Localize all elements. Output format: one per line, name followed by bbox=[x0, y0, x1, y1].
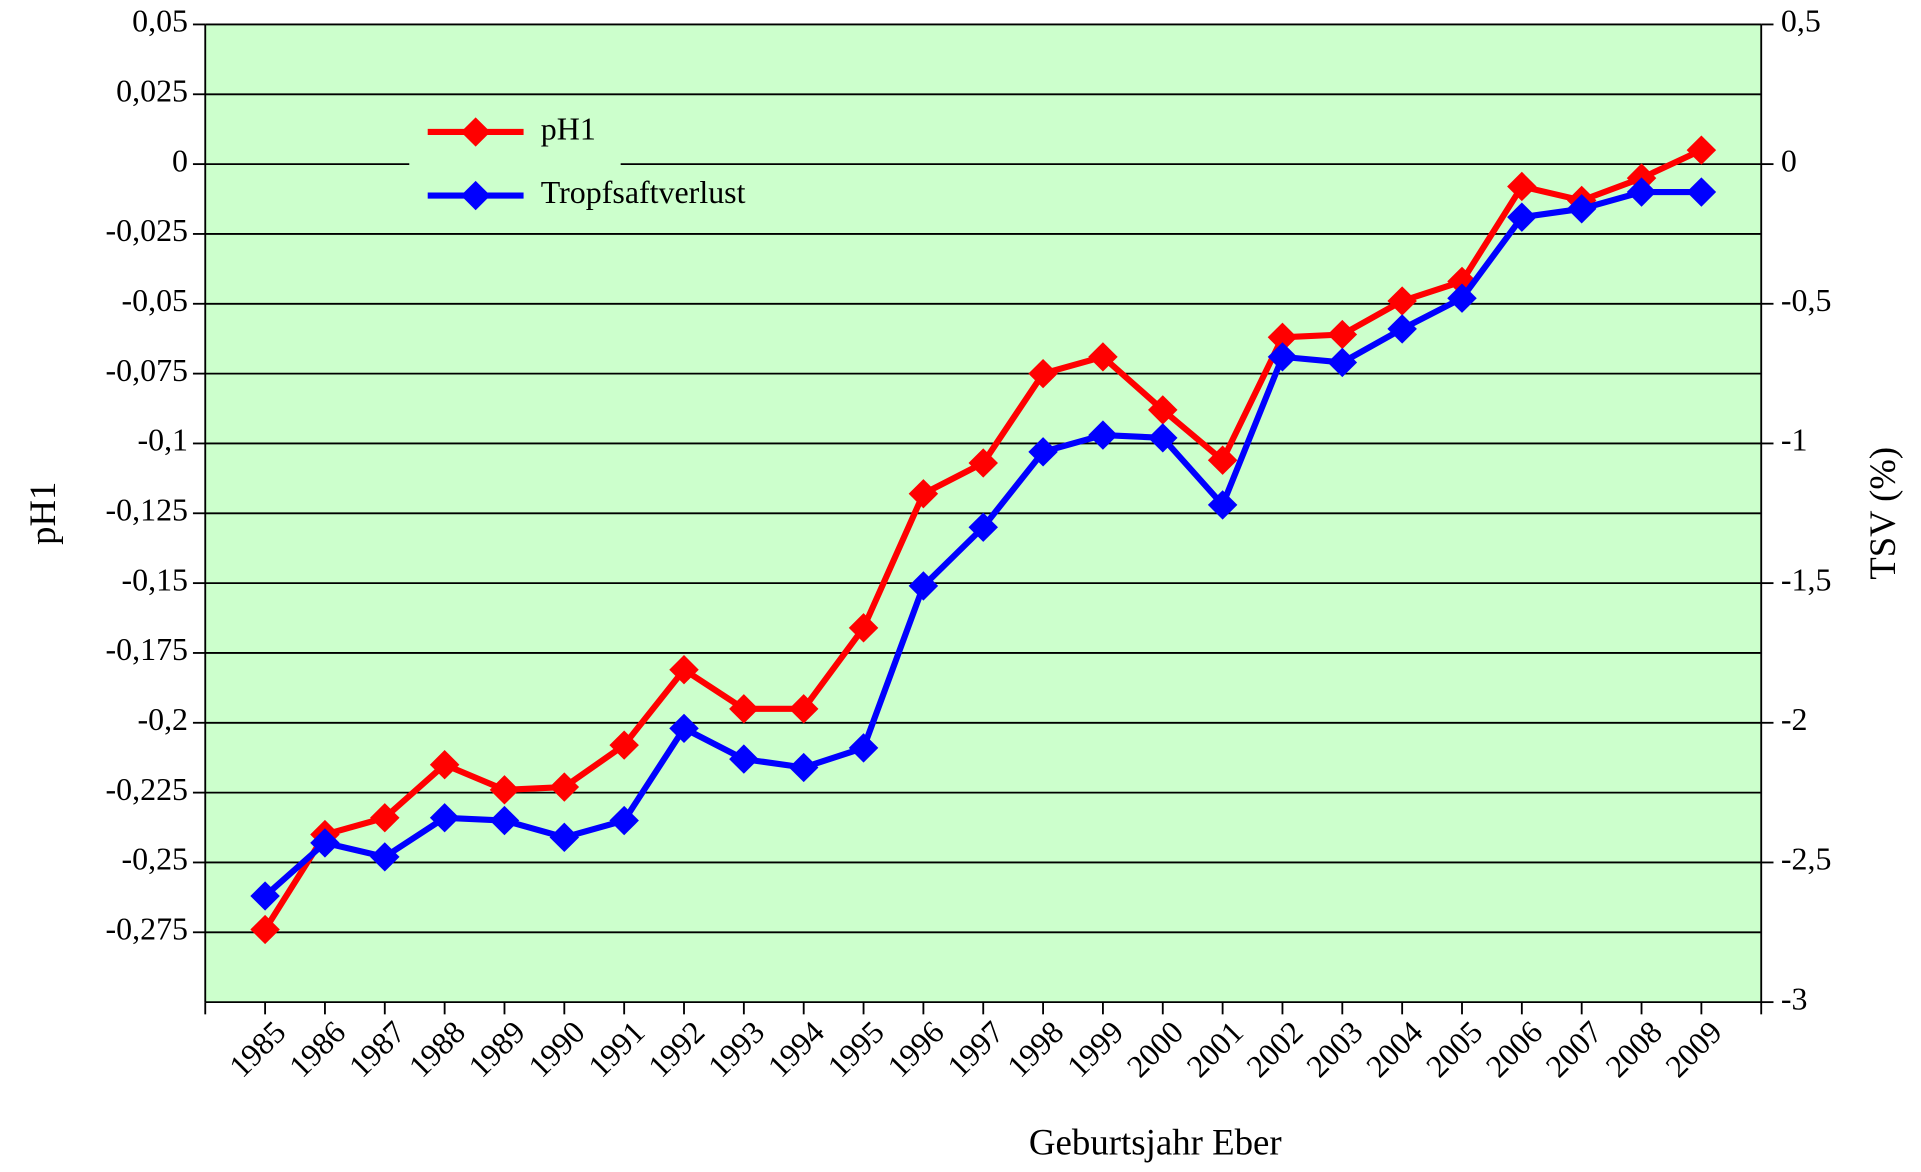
data-point bbox=[968, 512, 998, 542]
data-point bbox=[1566, 194, 1597, 224]
x-tick-label: 1995 bbox=[821, 1014, 891, 1084]
y2-tick-label: -1 bbox=[1781, 423, 1808, 458]
y2-tick-label: -3 bbox=[1781, 981, 1808, 1016]
legend-label: pH1 bbox=[541, 111, 596, 146]
x-tick-label: 1988 bbox=[402, 1014, 472, 1084]
data-point bbox=[429, 750, 460, 780]
data-point bbox=[1267, 342, 1298, 372]
data-point bbox=[1686, 177, 1717, 207]
y-tick-label: -0,15 bbox=[121, 562, 188, 597]
data-point bbox=[788, 694, 819, 724]
data-point bbox=[370, 803, 400, 833]
data-point bbox=[1387, 314, 1417, 344]
data-point bbox=[1028, 358, 1058, 389]
y-tick-label: -0,05 bbox=[121, 283, 188, 318]
data-point bbox=[1507, 202, 1537, 232]
x-tick-label: 1992 bbox=[641, 1014, 711, 1084]
data-point bbox=[1327, 319, 1358, 350]
y-tick-label: -0,075 bbox=[106, 353, 189, 388]
data-point bbox=[908, 571, 939, 601]
x-tick-label: 2006 bbox=[1479, 1014, 1549, 1084]
data-point bbox=[669, 655, 699, 685]
x-tick-label: 2005 bbox=[1419, 1014, 1489, 1084]
data-point bbox=[848, 613, 879, 643]
y2-tick-label: 0 bbox=[1781, 143, 1797, 178]
data-point bbox=[729, 744, 759, 774]
data-point bbox=[1088, 420, 1118, 450]
y-axis-label: pH1 bbox=[22, 482, 63, 545]
data-point bbox=[669, 713, 699, 744]
y2-tick-label: -1,5 bbox=[1781, 562, 1832, 597]
data-point bbox=[1387, 286, 1417, 316]
x-tick-label: 1993 bbox=[701, 1014, 771, 1084]
data-point bbox=[1327, 347, 1358, 378]
y-tick-label: -0,225 bbox=[106, 772, 189, 807]
y-tick-label: -0,125 bbox=[106, 493, 189, 528]
data-point bbox=[729, 694, 759, 724]
x-tick-label: 1990 bbox=[522, 1014, 592, 1084]
x-tick-label: 2001 bbox=[1180, 1014, 1250, 1084]
data-point bbox=[609, 730, 639, 760]
x-tick-label: 2007 bbox=[1539, 1014, 1609, 1084]
y-tick-label: -0,175 bbox=[106, 632, 189, 667]
data-point bbox=[1447, 283, 1477, 313]
y2-tick-label: 0,5 bbox=[1781, 4, 1821, 39]
y-tick-label: 0,025 bbox=[116, 74, 188, 109]
y-tick-label: -0,2 bbox=[137, 702, 188, 737]
data-point bbox=[310, 828, 340, 858]
y2-tick-label: -2,5 bbox=[1781, 842, 1832, 877]
data-point bbox=[370, 842, 400, 872]
data-point bbox=[1507, 171, 1537, 202]
data-point bbox=[1267, 322, 1298, 352]
y-tick-label: -0,25 bbox=[121, 842, 188, 877]
x-tick-label: 1997 bbox=[941, 1014, 1011, 1084]
x-tick-label: 2008 bbox=[1599, 1014, 1669, 1084]
x-tick-label: 1996 bbox=[881, 1014, 951, 1084]
x-axis-label: Geburtsjahr Eber bbox=[1029, 1122, 1282, 1163]
y2-tick-label: -2 bbox=[1781, 702, 1808, 737]
x-tick-label: 2000 bbox=[1120, 1014, 1190, 1084]
legend-label: Tropfsaftverlust bbox=[541, 175, 746, 210]
y-tick-label: 0,05 bbox=[132, 4, 188, 39]
y2-tick-label: -0,5 bbox=[1781, 283, 1832, 318]
y-tick-label: -0,275 bbox=[106, 912, 189, 947]
x-tick-label: 1999 bbox=[1060, 1014, 1130, 1084]
data-point bbox=[1148, 395, 1178, 425]
x-tick-label: 1998 bbox=[1000, 1014, 1070, 1084]
data-point bbox=[1088, 342, 1118, 372]
y-tick-label: -0,1 bbox=[137, 423, 188, 458]
data-point bbox=[1148, 423, 1178, 453]
x-tick-label: 1987 bbox=[342, 1014, 412, 1084]
data-point bbox=[848, 733, 879, 763]
legend-box bbox=[409, 100, 621, 228]
x-tick-label: 2004 bbox=[1360, 1014, 1430, 1084]
data-point bbox=[1028, 437, 1058, 467]
data-point bbox=[1626, 177, 1657, 207]
data-point bbox=[968, 448, 998, 478]
x-tick-label: 1994 bbox=[761, 1014, 831, 1084]
x-tick-label: 1985 bbox=[222, 1014, 292, 1084]
x-tick-label: 1989 bbox=[462, 1014, 532, 1084]
x-tick-label: 2009 bbox=[1659, 1014, 1729, 1084]
y-tick-label: 0 bbox=[172, 143, 188, 178]
y-tick-label: -0,025 bbox=[106, 213, 189, 248]
data-point bbox=[429, 803, 460, 833]
data-point bbox=[788, 752, 819, 783]
data-point bbox=[1686, 135, 1717, 165]
x-tick-label: 1986 bbox=[282, 1014, 352, 1084]
x-tick-label: 2003 bbox=[1300, 1014, 1370, 1084]
y2-axis-label: TSV (%) bbox=[1862, 447, 1903, 580]
x-tick-label: 2002 bbox=[1240, 1014, 1310, 1084]
data-point bbox=[609, 805, 639, 836]
data-point bbox=[908, 479, 939, 509]
x-tick-label: 1991 bbox=[582, 1014, 652, 1084]
